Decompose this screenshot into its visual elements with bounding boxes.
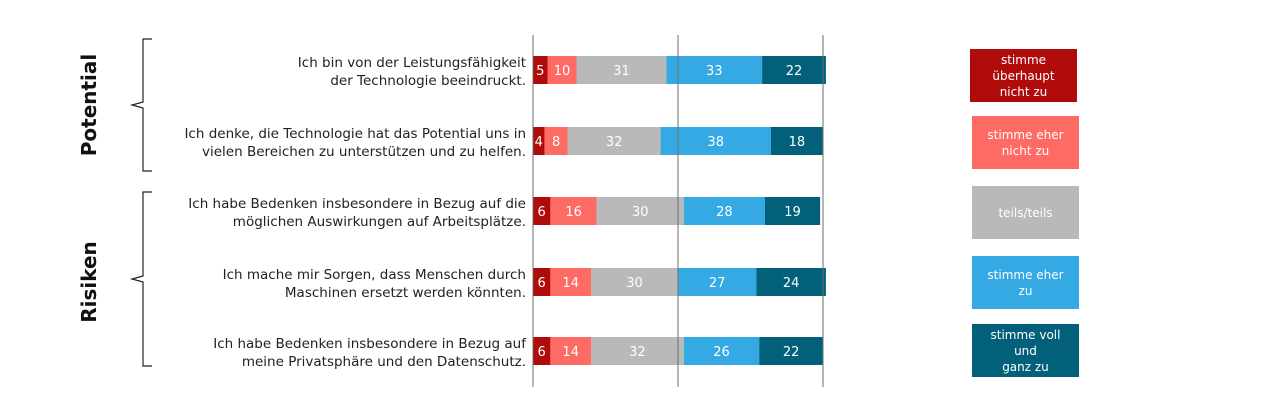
category-label: Ich mache mir Sorgen, dass Menschen durc… xyxy=(223,267,526,283)
legend-item: teils/teils xyxy=(972,186,1079,239)
legend-item: stimme überhaupt nicht zu xyxy=(970,49,1077,102)
bar-segment xyxy=(533,56,548,84)
bar-segment xyxy=(533,268,551,296)
data-label: 4 xyxy=(535,135,543,150)
bar-segment xyxy=(770,127,823,155)
category-label: vielen Bereichen zu unterstützen und zu … xyxy=(202,144,526,160)
bar-segment xyxy=(759,337,823,365)
bar-segment xyxy=(533,337,551,365)
data-label: 32 xyxy=(629,345,646,360)
data-label: 18 xyxy=(789,135,806,150)
data-label: 8 xyxy=(552,135,560,150)
category-label: meine Privatsphäre und den Datenschutz. xyxy=(242,354,526,370)
bar-segment xyxy=(678,268,757,296)
legend-item: stimme eher zu xyxy=(972,256,1079,309)
bar-segment xyxy=(756,268,826,296)
bar-segment xyxy=(576,56,667,84)
data-label: 6 xyxy=(538,276,546,291)
bar-segment xyxy=(567,127,661,155)
category-label: möglichen Auswirkungen auf Arbeitsplätze… xyxy=(233,214,526,230)
data-label: 6 xyxy=(538,345,546,360)
category-label: der Technologie beeindruckt. xyxy=(330,73,526,89)
legend-item: stimme eher nicht zu xyxy=(972,116,1079,169)
bar-segment xyxy=(596,197,684,225)
bar-segment xyxy=(762,56,826,84)
category-label: Ich bin von der Leistungsfähigkeit xyxy=(298,55,526,71)
bar-segment xyxy=(550,268,591,296)
category-label: Maschinen ersetzt werden könnten. xyxy=(285,285,526,301)
data-label: 31 xyxy=(613,64,630,79)
group-label: Potential xyxy=(77,54,101,157)
data-label: 32 xyxy=(606,135,623,150)
data-label: 14 xyxy=(562,276,579,291)
data-label: 22 xyxy=(786,64,803,79)
bar-segment xyxy=(550,197,597,225)
bar-segment xyxy=(591,268,678,296)
bar-segment xyxy=(666,56,763,84)
category-label: Ich habe Bedenken insbesondere in Bezug … xyxy=(213,336,527,352)
bar-segment xyxy=(591,337,684,365)
data-label: 30 xyxy=(626,276,643,291)
data-label: 10 xyxy=(554,64,571,79)
bar-segment xyxy=(683,337,760,365)
group-label: Risiken xyxy=(77,241,101,323)
bar-segment xyxy=(547,56,577,84)
bar-segment xyxy=(683,197,765,225)
bar-segment xyxy=(533,127,545,155)
data-label: 30 xyxy=(632,205,649,220)
bar-segment xyxy=(533,197,551,225)
legend-item: stimme voll und ganz zu xyxy=(972,324,1079,377)
data-label: 27 xyxy=(709,276,726,291)
data-label: 28 xyxy=(716,205,733,220)
bar-segment xyxy=(765,197,821,225)
data-label: 16 xyxy=(565,205,582,220)
data-label: 26 xyxy=(713,345,730,360)
bar-segment xyxy=(544,127,568,155)
group-brace xyxy=(129,191,152,367)
data-label: 14 xyxy=(562,345,579,360)
category-label: Ich denke, die Technologie hat das Poten… xyxy=(184,126,526,142)
data-label: 5 xyxy=(536,64,544,79)
data-label: 24 xyxy=(783,276,800,291)
bar-segment xyxy=(660,127,771,155)
category-label: Ich habe Bedenken insbesondere in Bezug … xyxy=(188,196,526,212)
data-label: 33 xyxy=(706,64,723,79)
data-label: 6 xyxy=(538,205,546,220)
group-brace xyxy=(129,38,152,172)
data-label: 38 xyxy=(707,135,724,150)
data-label: 22 xyxy=(783,345,800,360)
data-label: 19 xyxy=(784,205,801,220)
bar-segment xyxy=(550,337,591,365)
